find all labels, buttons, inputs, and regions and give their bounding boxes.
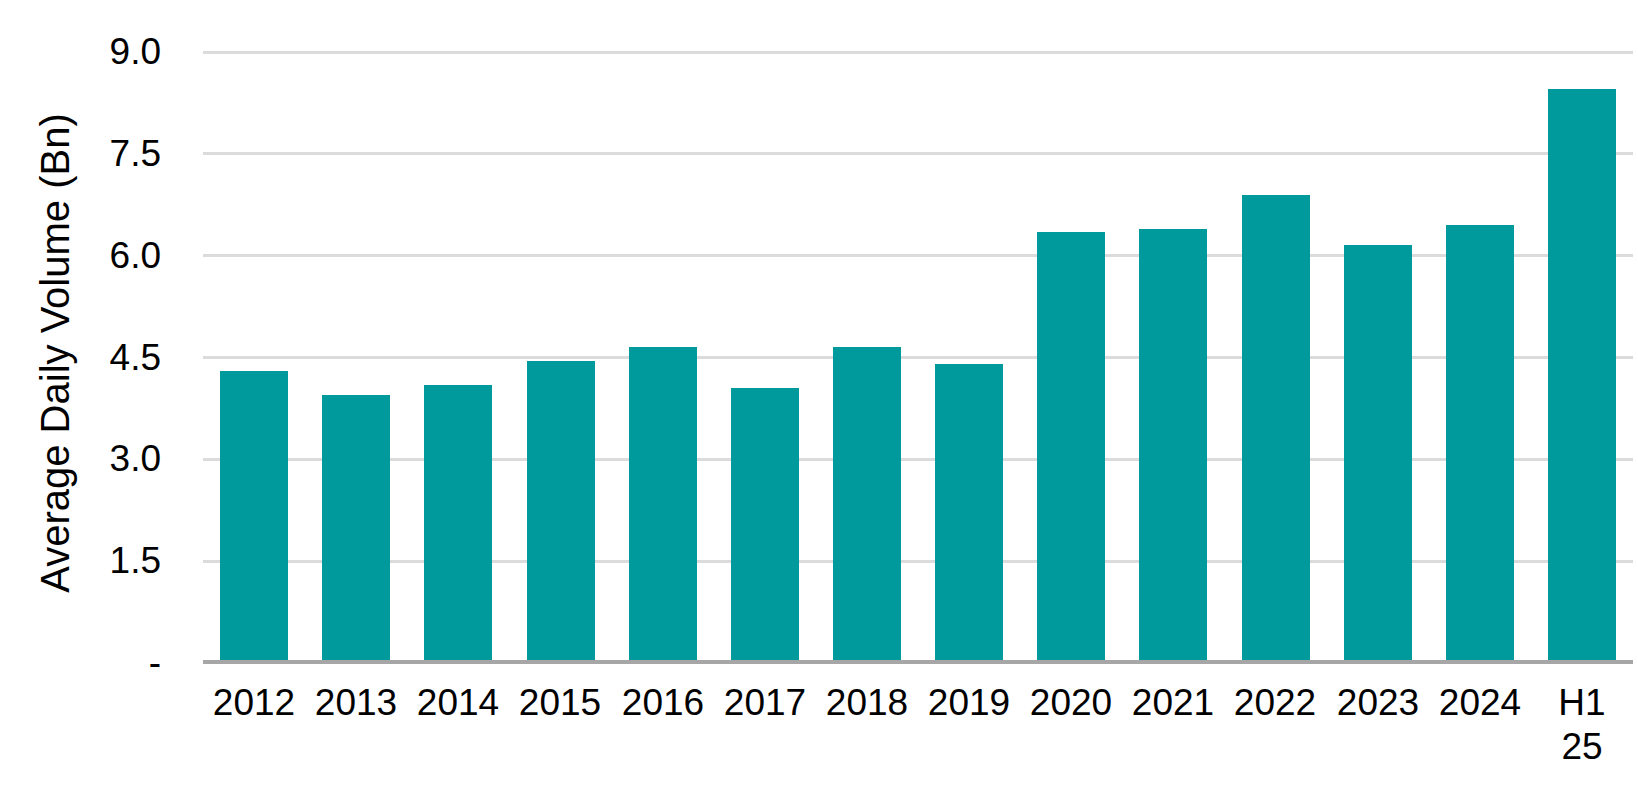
y-tick-label-6: 6.0 bbox=[40, 234, 161, 278]
x-tick-label-line: 25 bbox=[1531, 725, 1633, 769]
x-tick-label-line: 2023 bbox=[1327, 681, 1429, 725]
bar-2016 bbox=[629, 347, 697, 661]
x-tick-label-2021: 2021 bbox=[1122, 681, 1224, 725]
x-tick-label-line: 2018 bbox=[816, 681, 918, 725]
x-tick-label-line: 2015 bbox=[509, 681, 611, 725]
bar-2012 bbox=[220, 371, 288, 661]
x-tick-label-line: 2016 bbox=[612, 681, 714, 725]
y-tick-label-0: - bbox=[40, 641, 161, 685]
gridline-4.5 bbox=[203, 356, 1633, 359]
y-tick-label-7.5: 7.5 bbox=[40, 132, 161, 176]
y-tick-label-3: 3.0 bbox=[40, 437, 161, 481]
plot-area: -1.53.04.56.07.59.0201220132014201520162… bbox=[0, 0, 1638, 786]
y-tick-label-1.5: 1.5 bbox=[40, 539, 161, 583]
bar-2021 bbox=[1139, 229, 1207, 661]
bar-2019 bbox=[935, 364, 1003, 661]
bar-2014 bbox=[424, 385, 492, 661]
bar-2013 bbox=[322, 395, 390, 661]
x-tick-label-2018: 2018 bbox=[816, 681, 918, 725]
gridline-6 bbox=[203, 254, 1633, 257]
y-tick-label-4.5: 4.5 bbox=[40, 336, 161, 380]
x-tick-label-2014: 2014 bbox=[407, 681, 509, 725]
x-tick-label-2017: 2017 bbox=[714, 681, 816, 725]
x-tick-label-2015: 2015 bbox=[509, 681, 611, 725]
bar-2022 bbox=[1242, 195, 1310, 661]
bar-2015 bbox=[527, 361, 595, 661]
x-tick-label-line: 2012 bbox=[203, 681, 305, 725]
gridline-9 bbox=[203, 51, 1633, 54]
x-tick-label-2020: 2020 bbox=[1020, 681, 1122, 725]
x-tick-label-2022: 2022 bbox=[1224, 681, 1326, 725]
bar-2018 bbox=[833, 347, 901, 661]
x-tick-label-line: 2017 bbox=[714, 681, 816, 725]
bar-2020 bbox=[1037, 232, 1105, 661]
bar-h1-25 bbox=[1548, 89, 1616, 661]
x-tick-label-line: 2021 bbox=[1122, 681, 1224, 725]
y-tick-label-9: 9.0 bbox=[40, 30, 161, 74]
x-tick-label-2013: 2013 bbox=[305, 681, 407, 725]
bar-2024 bbox=[1446, 225, 1514, 661]
x-tick-label-line: 2013 bbox=[305, 681, 407, 725]
x-tick-label-line: 2019 bbox=[918, 681, 1020, 725]
x-tick-label-line: 2022 bbox=[1224, 681, 1326, 725]
x-tick-label-2023: 2023 bbox=[1327, 681, 1429, 725]
x-tick-label-2012: 2012 bbox=[203, 681, 305, 725]
x-tick-label-line: H1 bbox=[1531, 681, 1633, 725]
x-tick-label-2024: 2024 bbox=[1429, 681, 1531, 725]
gridline-3 bbox=[203, 458, 1633, 461]
x-tick-label-h1-25: H125 bbox=[1531, 681, 1633, 769]
gridline-1.5 bbox=[203, 560, 1633, 563]
x-tick-label-line: 2024 bbox=[1429, 681, 1531, 725]
bar-2017 bbox=[731, 388, 799, 661]
x-tick-label-line: 2020 bbox=[1020, 681, 1122, 725]
x-tick-label-2019: 2019 bbox=[918, 681, 1020, 725]
gridline-7.5 bbox=[203, 152, 1633, 155]
x-tick-label-line: 2014 bbox=[407, 681, 509, 725]
x-tick-label-2016: 2016 bbox=[612, 681, 714, 725]
average-daily-volume-bar-chart: Average Daily Volume (Bn) -1.53.04.56.07… bbox=[0, 0, 1638, 786]
bar-2023 bbox=[1344, 245, 1412, 661]
x-axis-line bbox=[203, 660, 1633, 664]
